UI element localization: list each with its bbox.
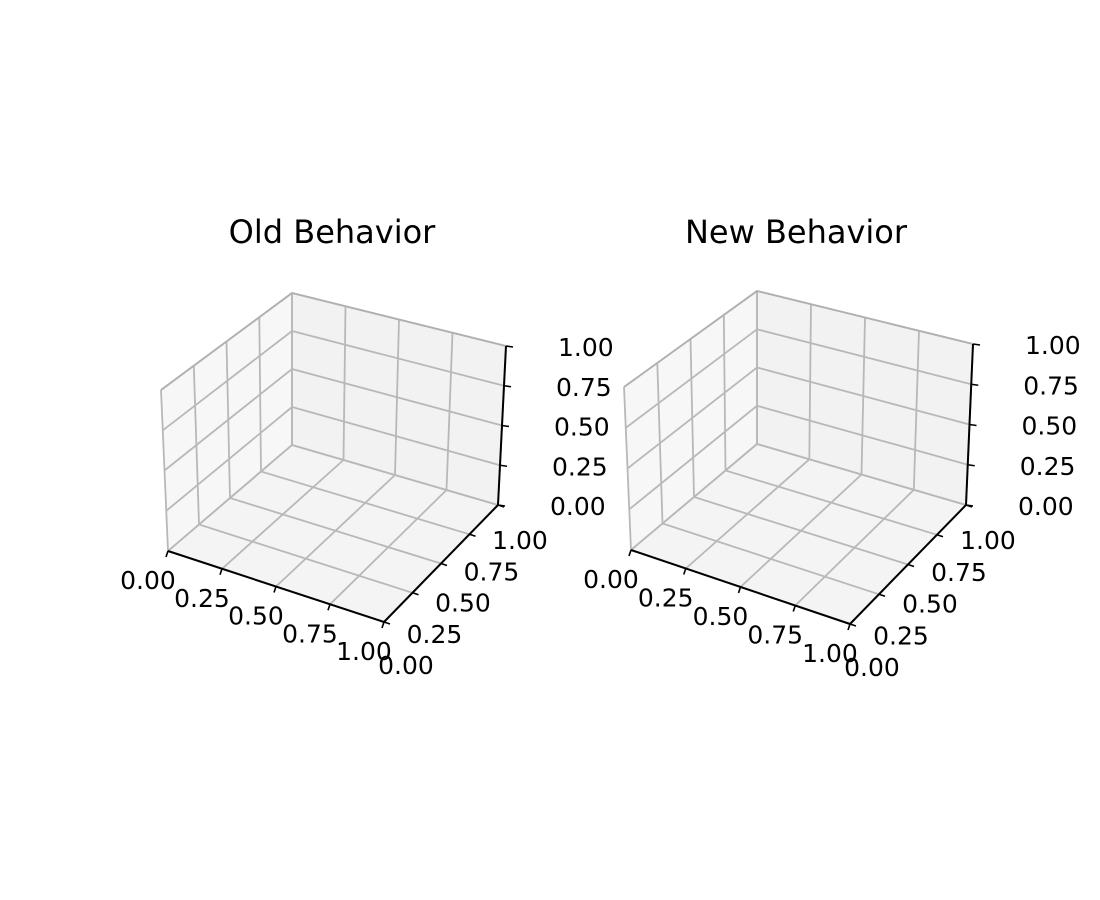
x-tick-label: 0.25: [638, 584, 694, 613]
z-tick-mark: [501, 424, 510, 428]
z-tick-label: 0.00: [550, 492, 606, 521]
z-tick-mark: [969, 423, 977, 427]
x-tick-mark: [381, 621, 385, 629]
y-tick-mark: [936, 533, 944, 538]
z-tick-label: 0.25: [552, 452, 608, 481]
y-tick-label: 1.00: [492, 526, 548, 555]
y-tick-mark: [878, 593, 886, 598]
grid-line-z: [625, 328, 972, 429]
grid-line-z: [626, 366, 970, 470]
y-tick-mark: [383, 621, 391, 625]
grid-line-z: [630, 443, 967, 551]
x-tick-label: 0.00: [120, 566, 176, 595]
x-tick-mark: [792, 605, 797, 612]
grid-line-z: [162, 330, 505, 432]
y-tick-mark: [440, 562, 448, 567]
pane-edge-top: [623, 290, 974, 388]
x-tick-mark: [219, 568, 223, 576]
x-tick-mark: [273, 586, 277, 593]
pane-edge-top: [160, 292, 507, 391]
axes-old-behavior: 0.000.250.500.751.000.000.250.500.751.00…: [120, 213, 614, 680]
chart-title-old-behavior: Old Behavior: [229, 213, 437, 251]
grid-line-z: [163, 368, 503, 472]
y-tick-mark: [907, 563, 915, 568]
x-tick-label: 1.00: [802, 639, 858, 668]
z-tick-mark: [497, 504, 506, 507]
z-tick-label: 1.00: [558, 333, 614, 362]
x-tick-mark: [682, 568, 687, 575]
x-tick-label: 1.00: [336, 637, 392, 666]
chart-title-new-behavior: New Behavior: [685, 213, 908, 251]
x-tick-label: 0.75: [747, 621, 803, 650]
x-tick-label: 0.00: [583, 565, 639, 594]
z-tick-label: 0.75: [556, 373, 612, 402]
z-tick-label: 0.50: [1022, 412, 1078, 441]
x-tick-label: 0.50: [693, 602, 749, 631]
y-tick-label: 0.00: [844, 653, 900, 682]
x-tick-mark: [737, 586, 742, 594]
grid-line-z: [628, 404, 969, 510]
z-tick-label: 1.00: [1025, 331, 1081, 360]
y-tick-mark: [469, 533, 476, 538]
z-tick-label: 0.75: [1023, 371, 1079, 400]
z-tick-label: 0.25: [1020, 452, 1076, 481]
z-tick-mark: [499, 464, 508, 468]
y-tick-label: 0.00: [378, 651, 434, 680]
z-tick-mark: [967, 463, 975, 467]
z-tick-mark: [971, 383, 979, 387]
y-tick-label: 0.50: [902, 590, 958, 619]
z-tick-label: 0.50: [554, 413, 610, 442]
x-tick-mark: [628, 549, 632, 557]
grid-line-z: [165, 406, 501, 512]
x-tick-label: 0.50: [228, 602, 284, 631]
y-tick-label: 1.00: [960, 526, 1016, 555]
z-tick-mark: [503, 384, 512, 388]
axes-new-behavior: 0.000.250.500.751.000.000.250.500.751.00…: [583, 213, 1081, 682]
y-tick-label: 0.50: [435, 589, 491, 618]
grid-line-z: [167, 443, 499, 552]
y-tick-label: 0.25: [873, 621, 929, 650]
x-tick-mark: [847, 623, 851, 631]
y-tick-label: 0.25: [407, 620, 463, 649]
z-tick-mark: [505, 345, 514, 348]
z-tick-mark: [972, 343, 981, 346]
y-tick-label: 0.75: [931, 558, 987, 587]
z-tick-mark: [965, 504, 974, 507]
z-tick-label: 0.00: [1018, 492, 1074, 521]
y-tick-mark: [849, 623, 857, 627]
x-tick-mark: [327, 603, 331, 611]
x-tick-label: 0.25: [174, 584, 230, 613]
y-tick-mark: [412, 591, 419, 596]
x-tick-label: 0.75: [282, 619, 338, 648]
y-tick-label: 0.75: [464, 557, 520, 586]
x-tick-mark: [165, 550, 169, 558]
